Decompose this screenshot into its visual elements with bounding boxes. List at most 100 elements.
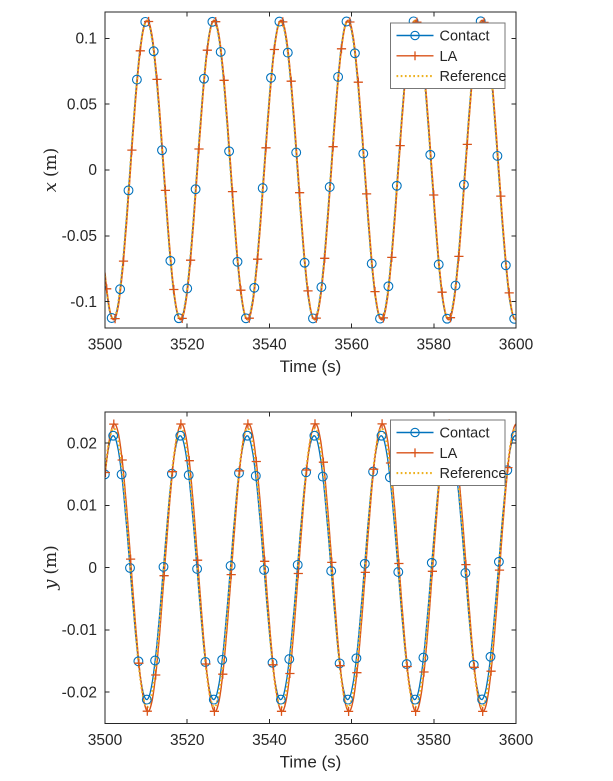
x-axis-label: Time (s) bbox=[280, 357, 342, 376]
contact-data-marker bbox=[442, 313, 453, 324]
contact-data-marker bbox=[291, 147, 302, 158]
x-tick-label: 3600 bbox=[499, 732, 534, 749]
la-data-marker bbox=[202, 45, 212, 55]
plot-area: 3500 3520 3540 3560 3580 3600 0.02 0.01 0 -0.01 -0… bbox=[62, 411, 534, 749]
la-data-marker bbox=[437, 287, 447, 297]
la-data-marker bbox=[285, 668, 295, 679]
y-tick-label: -0.1 bbox=[70, 294, 97, 311]
contact-data-marker bbox=[224, 146, 235, 157]
la-data-marker bbox=[377, 419, 387, 429]
la-data-marker bbox=[378, 313, 388, 323]
contact-data-marker bbox=[391, 180, 402, 191]
contact-data-marker bbox=[141, 694, 152, 705]
la-data-marker bbox=[176, 419, 186, 429]
la-data-marker bbox=[427, 566, 437, 576]
legend: Contact LA Reference bbox=[390, 419, 507, 486]
contact-data-marker bbox=[376, 430, 387, 441]
la-data-marker bbox=[160, 185, 170, 195]
la-data-marker bbox=[227, 187, 238, 197]
x-axis-label: Time (s) bbox=[280, 753, 342, 772]
la-data-marker bbox=[411, 706, 421, 716]
y-axis-label: y (m) bbox=[40, 545, 61, 591]
y-tick-label: -0.01 bbox=[62, 622, 97, 639]
contact-data-marker bbox=[333, 71, 344, 82]
la-data-marker bbox=[320, 253, 330, 263]
la-data-marker bbox=[201, 659, 211, 669]
la-data-marker bbox=[126, 554, 136, 564]
la-data-marker bbox=[226, 570, 236, 580]
contact-data-marker bbox=[349, 48, 360, 59]
chart-y-position: 3500 3520 3540 3560 3580 3600 0.02 0.01 0 -0.01 -0… bbox=[40, 411, 534, 772]
contact-data-marker bbox=[309, 430, 320, 441]
chart-x-position: 3500 3520 3540 3560 3580 3600 0.1 0.05 0 -0.05 -0.… bbox=[40, 11, 534, 376]
contact-data-marker bbox=[115, 284, 126, 295]
la-data-marker bbox=[445, 313, 456, 323]
x-tick-label: 3560 bbox=[334, 337, 369, 354]
contact-data-marker bbox=[165, 255, 176, 266]
legend-circle-marker bbox=[410, 30, 420, 41]
x-tick-label: 3560 bbox=[334, 732, 369, 749]
contact-data-marker bbox=[317, 471, 328, 482]
la-data-marker bbox=[469, 662, 479, 672]
la-data-marker bbox=[402, 661, 412, 672]
contact-data-marker bbox=[249, 282, 260, 293]
la-data-marker bbox=[429, 190, 439, 200]
la-data-marker bbox=[235, 466, 245, 476]
contact-data-marker bbox=[131, 74, 142, 85]
y-axis-label: x (m) bbox=[40, 148, 61, 193]
la-data-marker bbox=[362, 189, 372, 199]
x-tick-label: 3500 bbox=[88, 732, 123, 749]
y-tick-label: 0 bbox=[88, 162, 97, 179]
contact-data-marker bbox=[116, 469, 127, 480]
contact-data-marker bbox=[324, 182, 335, 192]
la-data-marker bbox=[117, 455, 127, 465]
la-data-marker bbox=[186, 255, 196, 265]
y-tick-label: 0.01 bbox=[67, 498, 97, 515]
contact-data-marker bbox=[458, 179, 469, 190]
y-tick-label: 0.02 bbox=[67, 435, 97, 452]
contact-data-marker bbox=[299, 257, 310, 268]
legend: Contact LA Reference bbox=[390, 22, 506, 89]
la-data-marker bbox=[293, 568, 303, 579]
y-axis-unit: (m) bbox=[41, 545, 61, 574]
contact-data-marker bbox=[242, 430, 253, 441]
la-data-marker bbox=[105, 284, 112, 294]
contact-data-marker bbox=[383, 281, 394, 292]
la-data-marker bbox=[369, 464, 379, 474]
la-data-marker bbox=[167, 467, 178, 477]
y-axis-unit: (m) bbox=[41, 148, 61, 177]
la-data-marker bbox=[177, 313, 187, 323]
la-data-marker bbox=[496, 191, 506, 201]
y-tick-label: 0.05 bbox=[67, 96, 97, 113]
la-data-marker bbox=[395, 141, 405, 151]
la-data-marker bbox=[109, 419, 119, 429]
x-tick-label: 3520 bbox=[170, 732, 205, 749]
la-data-marker bbox=[151, 670, 161, 680]
la-data-marker bbox=[295, 188, 305, 198]
la-data-marker bbox=[261, 143, 271, 153]
la-data-marker bbox=[219, 75, 229, 85]
contact-data-marker bbox=[477, 694, 488, 705]
la-data-marker bbox=[360, 567, 370, 577]
la-data-marker bbox=[276, 706, 287, 716]
la-data-marker bbox=[328, 142, 338, 152]
contact-data-marker bbox=[366, 258, 377, 269]
la-data-marker bbox=[253, 254, 263, 264]
legend-label-reference: Reference bbox=[440, 466, 507, 482]
legend-label-contact: Contact bbox=[440, 29, 490, 45]
legend-label-contact: Contact bbox=[440, 426, 490, 442]
contact-data-marker bbox=[199, 73, 209, 84]
contact-data-marker bbox=[316, 282, 327, 293]
la-data-marker bbox=[142, 706, 152, 716]
contact-data-marker bbox=[157, 145, 167, 156]
contact-data-marker bbox=[410, 694, 421, 705]
legend-label-la: LA bbox=[440, 49, 458, 65]
x-tick-label: 3500 bbox=[88, 337, 123, 354]
la-data-marker bbox=[159, 571, 169, 581]
contact-data-marker bbox=[500, 260, 511, 271]
contact-data-marker bbox=[284, 654, 295, 665]
la-data-marker bbox=[335, 661, 345, 671]
contact-data-marker bbox=[418, 652, 429, 663]
